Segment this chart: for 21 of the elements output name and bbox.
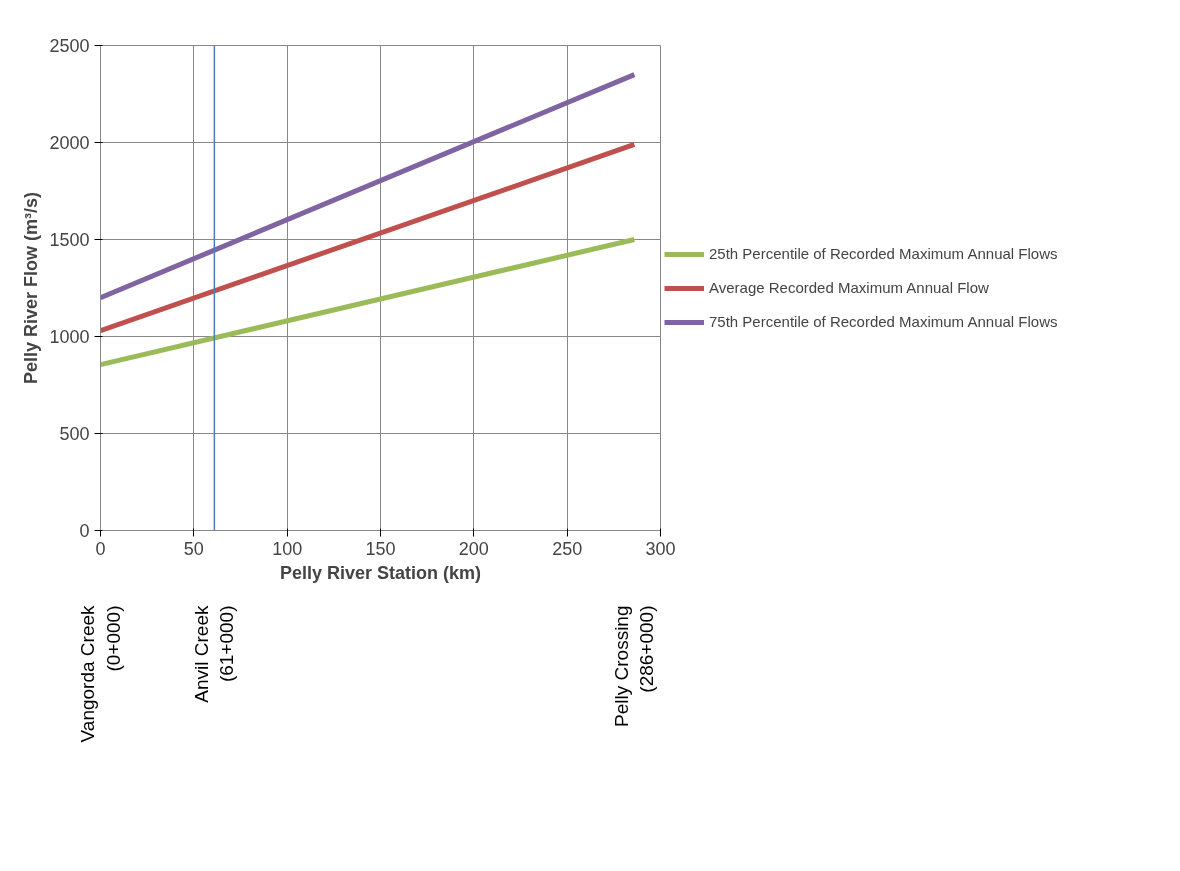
legend-label: 75th Percentile of Recorded Maximum Annual Flows — [709, 313, 1058, 330]
x-tick-label: 250 — [552, 538, 583, 559]
text: Anvil Creek (61+000) — [191, 605, 238, 703]
y-tick-label: 500 — [59, 424, 90, 444]
x-axis-title: Pelly River Station (km) — [279, 562, 482, 583]
y-tick-label: 0 — [79, 521, 90, 541]
y-tick-label: 2000 — [49, 133, 90, 153]
legend-label: Average Recorded Maximum Annual Flow — [709, 279, 989, 296]
x-tick-label: 200 — [458, 538, 489, 559]
legend-label: 25th Percentile of Recorded Maximum Annual Flows — [709, 245, 1058, 262]
x-tick-label: 150 — [365, 538, 396, 559]
x-tick-label: 300 — [645, 538, 676, 559]
text: Pelly Crossing (286+000) — [611, 605, 658, 727]
x-tick-label: 0 — [95, 538, 106, 559]
text: Vangorda Creek (0+000) — [77, 605, 124, 743]
x-tick-label: 100 — [272, 538, 303, 559]
y-tick-label: 2500 — [49, 36, 90, 56]
y-axis-title: Pelly River Flow (m³/s) — [21, 191, 42, 385]
y-tick-label: 1000 — [49, 327, 90, 347]
x-tick-label: 50 — [183, 538, 204, 559]
y-tick-label: 1500 — [49, 230, 90, 250]
